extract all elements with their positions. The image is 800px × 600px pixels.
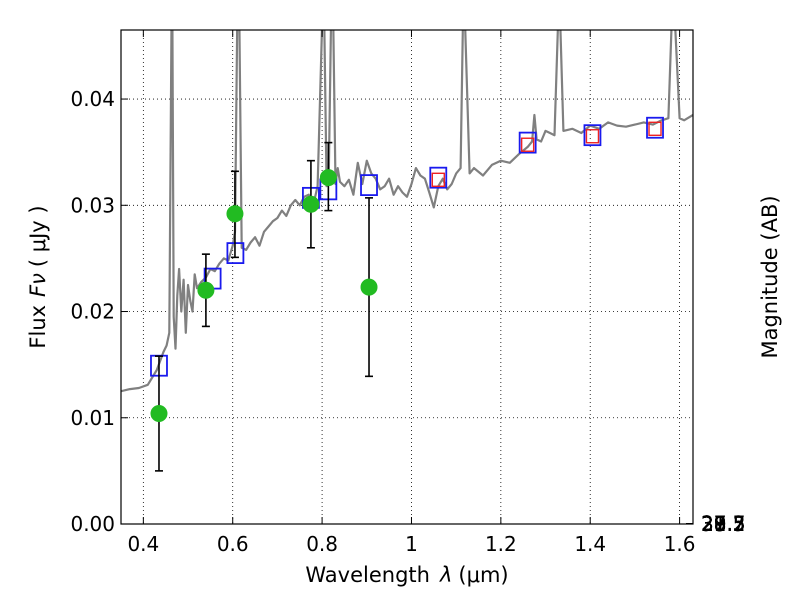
x-tick-label: 1 bbox=[405, 532, 418, 556]
model-photometry-marker bbox=[518, 131, 537, 154]
x-axis-label-unit: (μm) bbox=[458, 563, 508, 587]
model-spectrum-line bbox=[121, 30, 693, 393]
magnitude-axis-label: Magnitude (AB) bbox=[758, 195, 782, 358]
axis-ticks: 0.4 0.6 0.8 1 1.2 1.4 1.6 0.00 0.01 0.02 0.03 0.04 2… bbox=[70, 30, 746, 556]
observed-point bbox=[197, 281, 215, 299]
y-tick-label: 0.03 bbox=[70, 193, 115, 217]
y-tick-label: 0.04 bbox=[70, 87, 115, 111]
model-photometry-marker bbox=[360, 174, 378, 197]
observed-point bbox=[226, 205, 244, 223]
plot-series bbox=[121, 30, 693, 472]
plot-frame bbox=[120, 29, 694, 525]
x-tick-label: 0.4 bbox=[127, 532, 159, 556]
mag-tick-label: 31 bbox=[701, 512, 726, 536]
x-tick-label: 0.8 bbox=[306, 532, 338, 556]
y-tick-label: 0.02 bbox=[70, 300, 115, 324]
x-tick-label: 1.6 bbox=[664, 532, 696, 556]
model-photometry-marker bbox=[429, 166, 448, 189]
observed-point bbox=[302, 195, 320, 213]
mag-tick-label: 28 bbox=[701, 512, 726, 536]
y-axis-label: Flux Fν ( μJy ) bbox=[26, 205, 50, 348]
y-axis-label-symbol: Fν bbox=[26, 273, 50, 297]
nir-photometry-marker bbox=[431, 172, 445, 187]
observed-point bbox=[360, 278, 378, 296]
mag-tick-label: 28.5 bbox=[701, 512, 746, 536]
mag-tick-label: 30 bbox=[701, 512, 726, 536]
mag-tick-label: 29 bbox=[701, 512, 726, 536]
model-photometry-marker bbox=[583, 124, 602, 147]
mag-tick-label: 27.7 bbox=[701, 512, 746, 536]
nir-photometry-marker bbox=[585, 129, 600, 144]
observed-point bbox=[319, 169, 337, 187]
mag-tick-label: 28.2 bbox=[701, 512, 746, 536]
y-tick-label: 0.00 bbox=[70, 512, 115, 536]
x-axis-label: Wavelength λ (μm) bbox=[305, 563, 508, 587]
x-axis-label-symbol: λ bbox=[439, 563, 452, 587]
plot-background bbox=[121, 30, 693, 524]
nir-photometry-marker bbox=[520, 137, 535, 152]
y-tick-label: 0.01 bbox=[70, 406, 115, 430]
mag-tick-label: 29.5 bbox=[701, 512, 746, 536]
y-axis-label-text: Flux bbox=[26, 305, 50, 349]
x-tick-label: 1.4 bbox=[574, 532, 606, 556]
x-axis-label-text: Wavelength bbox=[305, 563, 430, 587]
y-axis-label-unit: ( μJy ) bbox=[26, 205, 50, 267]
nir-photometry-marker bbox=[648, 121, 662, 137]
observed-point bbox=[150, 405, 168, 423]
mag-tick-label: 27.5 bbox=[701, 512, 746, 536]
x-tick-label: 0.6 bbox=[217, 532, 249, 556]
mag-tick-label: 27.3 bbox=[701, 512, 746, 536]
model-photometry-marker bbox=[646, 116, 664, 139]
x-tick-label: 1.2 bbox=[485, 532, 517, 556]
